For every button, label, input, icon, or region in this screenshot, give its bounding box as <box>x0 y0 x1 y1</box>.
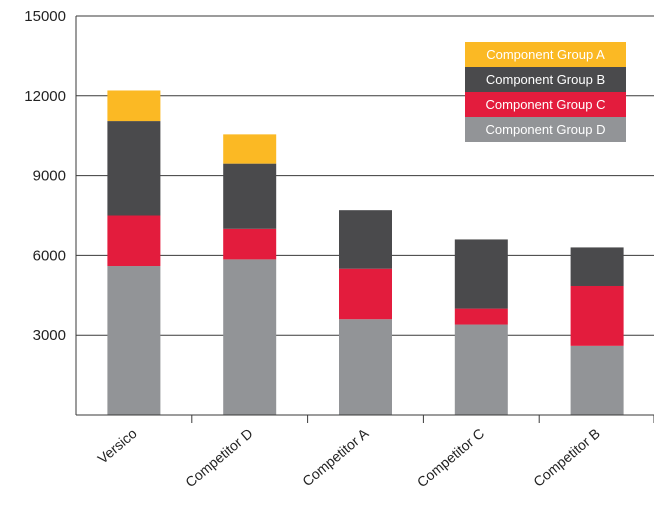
y-tick-labels: 15000 12000 9000 6000 3000 <box>24 8 66 344</box>
legend-label: Component Group B <box>486 72 605 87</box>
bar-segment-component-group-c-competitor-d <box>223 228 277 260</box>
axes <box>75 16 654 423</box>
bar-segment-component-group-b-competitor-b <box>570 247 624 286</box>
y-tick-label: 6000 <box>33 247 66 264</box>
bar-segment-component-group-a-competitor-d <box>223 134 277 164</box>
x-tick-label: Competitor C <box>414 425 487 490</box>
legend-swatch <box>465 92 626 117</box>
bars <box>107 90 624 415</box>
legend: Component Group A Component Group B Compon… <box>465 42 626 142</box>
y-tick-label: 3000 <box>33 327 66 344</box>
legend-swatch <box>465 67 626 92</box>
legend-label: Component Group C <box>486 97 606 112</box>
bar-segment-component-group-a-versico <box>107 90 161 122</box>
bar-segment-component-group-c-competitor-b <box>570 285 624 346</box>
bar-segment-component-group-d-competitor-a <box>339 319 392 415</box>
bar-segment-component-group-b-versico <box>107 121 161 216</box>
bar-segment-component-group-b-competitor-a <box>339 210 392 269</box>
bar-segment-component-group-c-competitor-c <box>454 308 508 325</box>
legend-swatch <box>465 117 626 142</box>
bar-segment-component-group-b-competitor-c <box>454 239 508 309</box>
x-tick-label: Versico <box>94 425 140 467</box>
x-tick-labels: Versico Competitor D Competitor A Competito… <box>94 425 603 491</box>
y-tick-label: 12000 <box>24 88 66 105</box>
x-tick-label: Competitor D <box>182 425 255 490</box>
y-tick-label: 15000 <box>24 8 66 25</box>
bar-segment-component-group-b-competitor-d <box>223 163 277 229</box>
bar-segment-component-group-c-versico <box>107 215 161 267</box>
x-tick-label: Competitor B <box>530 425 603 490</box>
bar-segment-component-group-c-competitor-a <box>339 268 392 320</box>
bar-segment-component-group-d-competitor-d <box>223 259 277 415</box>
x-tick-label: Competitor A <box>299 425 372 490</box>
legend-swatch <box>465 42 626 67</box>
legend-label: Component Group D <box>486 122 606 137</box>
y-tick-label: 9000 <box>33 168 66 185</box>
bar-segment-component-group-d-competitor-b <box>570 345 624 415</box>
legend-label: Component Group A <box>486 47 605 62</box>
bar-segment-component-group-d-versico <box>107 266 161 415</box>
bar-segment-component-group-d-competitor-c <box>454 324 508 415</box>
